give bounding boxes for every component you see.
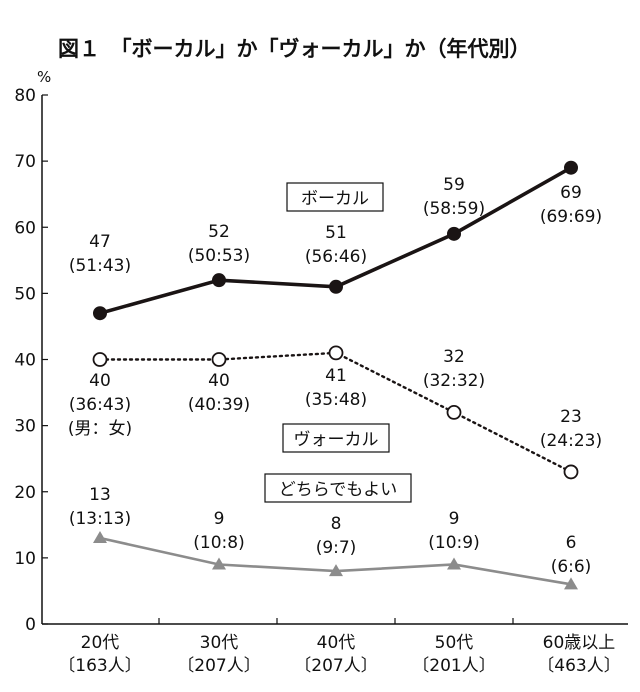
x-tick-sample-size: 〔207人〕 (177, 656, 260, 676)
value-label: 41 (325, 366, 347, 386)
marker-dochira (447, 557, 461, 570)
ratio-label: (35:48) (305, 390, 367, 410)
value-label: 13 (89, 485, 111, 505)
ratio-label: (10:8) (193, 533, 244, 553)
ratio-label: (56:46) (305, 247, 367, 267)
value-label: 47 (89, 232, 111, 252)
x-tick-sample-size: 〔207人〕 (294, 656, 377, 676)
marker-vokaru (564, 160, 578, 175)
marker-dochira (564, 577, 578, 590)
ratio-label: (50:53) (188, 246, 250, 266)
y-tick-label: 60 (14, 218, 36, 238)
series-label: ヴォーカル (294, 430, 379, 450)
series-label-box (286, 182, 384, 212)
x-tick-sample-size: 〔163人〕 (58, 656, 141, 676)
x-tick-label: 40代 (317, 633, 356, 653)
marker-vokaru (212, 273, 226, 288)
marker-dochira (212, 557, 226, 570)
marker-dochira (93, 531, 107, 544)
marker-vuokaru (92, 352, 108, 367)
marker-vuokaru (328, 345, 344, 361)
value-label: 23 (560, 407, 582, 427)
marker-vokaru (447, 226, 461, 241)
x-tick-sample-size: 〔201人〕 (412, 656, 495, 676)
y-tick-label: 30 (14, 417, 36, 437)
y-axis-unit: % (37, 68, 51, 86)
ratio-label: (69:69) (540, 207, 602, 227)
ratio-label: (9:7) (316, 538, 357, 558)
y-tick-label: 40 (14, 351, 36, 371)
x-tick-label: 60歳以上 (543, 633, 616, 653)
value-label: 52 (208, 222, 230, 242)
value-label: 32 (443, 347, 465, 367)
x-tick-label: 30代 (200, 633, 239, 653)
ratio-label: (51:43) (69, 256, 131, 276)
value-label: 40 (89, 371, 111, 391)
ratio-label: (24:23) (540, 431, 602, 451)
y-tick-label: 0 (25, 615, 36, 635)
value-label: 51 (325, 223, 347, 243)
chart-title: 図１ 「ボーカル」か「ヴォーカル」か（年代別） (58, 37, 531, 61)
y-tick-label: 20 (14, 483, 36, 503)
marker-vokaru (329, 279, 343, 294)
gender-ratio-note: (男：女) (68, 419, 132, 439)
marker-vuokaru (563, 464, 579, 480)
x-tick-sample-size: 〔463人〕 (537, 656, 620, 676)
y-tick-label: 50 (14, 284, 36, 304)
series-label-box (282, 423, 390, 453)
series-label: どちらでもよい (279, 480, 398, 500)
series-markers (92, 160, 579, 590)
axes: 0 10 20 30 40 50 60 70 80 20代〔163人〕 30代〔207人〕 40代〔2… (14, 86, 628, 676)
value-label: 69 (560, 183, 582, 203)
marker-dochira (329, 564, 343, 577)
marker-vuokaru (211, 352, 227, 367)
data-labels: 47(51:43)52(50:53)51(56:46)59(58:59)69(6… (68, 175, 602, 577)
series-label: ボーカル (301, 189, 369, 209)
ratio-label: (10:9) (428, 533, 479, 553)
value-label: 9 (214, 509, 225, 529)
value-label: 59 (443, 175, 465, 195)
ratio-label: (6:6) (551, 557, 592, 577)
ratio-label: (32:32) (423, 371, 485, 391)
value-label: 40 (208, 371, 230, 391)
value-label: 8 (331, 514, 342, 534)
ratio-label: (40:39) (188, 395, 250, 415)
value-label: 9 (449, 509, 460, 529)
ratio-label: (13:13) (69, 509, 131, 529)
marker-vuokaru (446, 404, 462, 420)
y-tick-label: 10 (14, 549, 36, 569)
y-tick-label: 80 (14, 86, 36, 106)
x-tick-label: 20代 (81, 633, 120, 653)
ratio-label: (36:43) (69, 395, 131, 415)
value-label: 6 (566, 533, 577, 553)
series-label-box (264, 473, 412, 503)
marker-vokaru (93, 306, 107, 321)
y-tick-label: 70 (14, 152, 36, 172)
x-tick-label: 50代 (435, 633, 474, 653)
ratio-label: (58:59) (423, 199, 485, 219)
